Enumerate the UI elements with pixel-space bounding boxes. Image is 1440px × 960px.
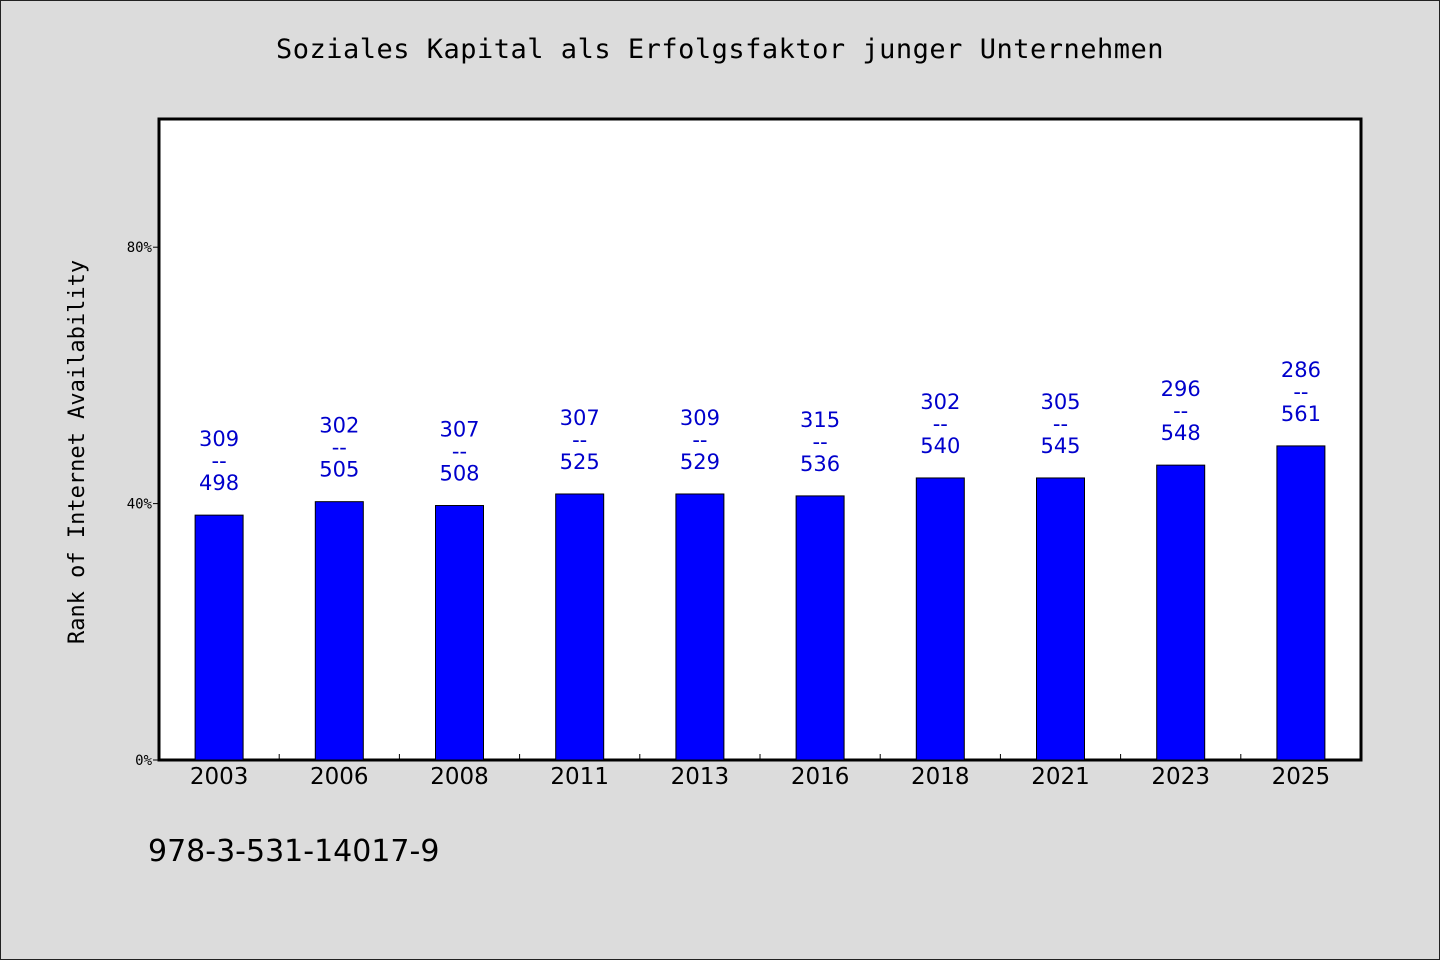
bar	[1156, 464, 1206, 761]
bar	[675, 493, 725, 761]
data-label-sep: --	[1173, 399, 1188, 423]
y-tick-label: 0%	[135, 753, 152, 769]
data-label-sep: --	[212, 449, 227, 473]
x-tick-label: 2006	[310, 764, 369, 790]
data-label-top: 286	[1281, 358, 1321, 382]
bar	[1276, 445, 1326, 761]
data-label-bottom: 561	[1281, 402, 1321, 426]
data-label-top: 305	[1040, 390, 1080, 414]
data-label-sep: --	[933, 412, 948, 436]
data-label-sep: --	[572, 428, 587, 452]
data-label-bottom: 525	[560, 450, 600, 474]
bar	[435, 505, 484, 761]
data-label-bottom: 498	[199, 471, 239, 495]
data-label-top: 307	[560, 406, 600, 430]
data-label-sep: --	[1293, 380, 1308, 404]
data-label-top: 315	[800, 408, 840, 432]
data-label-sep: --	[692, 428, 707, 452]
data-label-sep: --	[1053, 412, 1068, 436]
isbn-label: 978-3-531-14017-9	[148, 834, 440, 869]
x-tick-label: 2003	[190, 764, 249, 790]
data-label-bottom: 505	[319, 458, 359, 482]
data-label-bottom: 548	[1161, 421, 1201, 445]
x-tick-label: 2023	[1151, 764, 1210, 790]
chart-title: Soziales Kapital als Erfolgsfaktor junge…	[275, 34, 1165, 65]
data-label-sep: --	[452, 440, 467, 464]
data-label-bottom: 529	[680, 450, 720, 474]
bar	[795, 495, 845, 761]
x-tick-label: 2016	[791, 764, 850, 790]
data-label-top: 302	[920, 390, 960, 414]
bar	[915, 477, 965, 761]
x-tick-label: 2021	[1031, 764, 1090, 790]
x-tick-label: 2025	[1272, 764, 1331, 790]
data-label-top: 302	[319, 414, 359, 438]
bar	[555, 493, 605, 761]
x-tick-label: 2013	[671, 764, 730, 790]
data-label-top: 296	[1161, 377, 1201, 401]
data-label-bottom: 536	[800, 452, 840, 476]
bar	[194, 514, 244, 761]
data-label-bottom: 508	[439, 462, 479, 486]
y-tick-label: 80%	[127, 240, 153, 256]
x-tick-label: 2011	[550, 764, 609, 790]
x-tick-label: 2018	[911, 764, 970, 790]
data-label-top: 309	[680, 406, 720, 430]
data-label-top: 309	[199, 427, 239, 451]
bar	[1036, 477, 1085, 761]
data-label-bottom: 545	[1040, 434, 1080, 458]
data-label-top: 307	[439, 418, 479, 442]
bar	[314, 501, 364, 761]
x-tick-label: 2008	[430, 764, 489, 790]
data-label-bottom: 540	[920, 434, 960, 458]
y-tick-label: 40%	[127, 497, 153, 513]
data-label-sep: --	[813, 430, 828, 454]
data-label-sep: --	[332, 436, 347, 460]
y-axis-label: Rank of Internet Availability	[65, 260, 90, 644]
